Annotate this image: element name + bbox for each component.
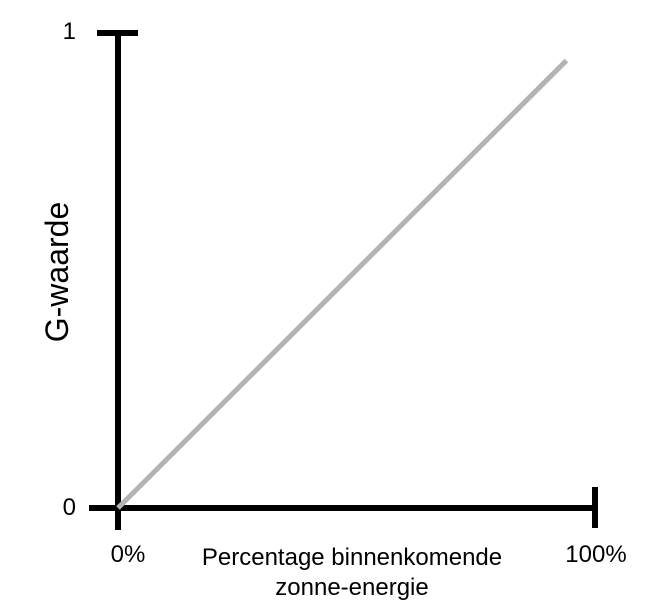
y-tick-label-1: 1 (62, 18, 76, 45)
x-tick-label-0: 0% (110, 541, 146, 568)
x-axis-title-line-1: Percentage binnenkomende (201, 544, 503, 571)
y-axis-title: G-waarde (39, 201, 75, 343)
x-axis-title-line-2: zonne-energie (275, 574, 429, 601)
y-tick-label-0: 0 (62, 494, 76, 521)
data-line (116, 58, 569, 510)
x-axis-title: Percentage binnenkomende zonne-energie (202, 543, 502, 603)
x-tick-label-100: 100% (565, 541, 627, 568)
